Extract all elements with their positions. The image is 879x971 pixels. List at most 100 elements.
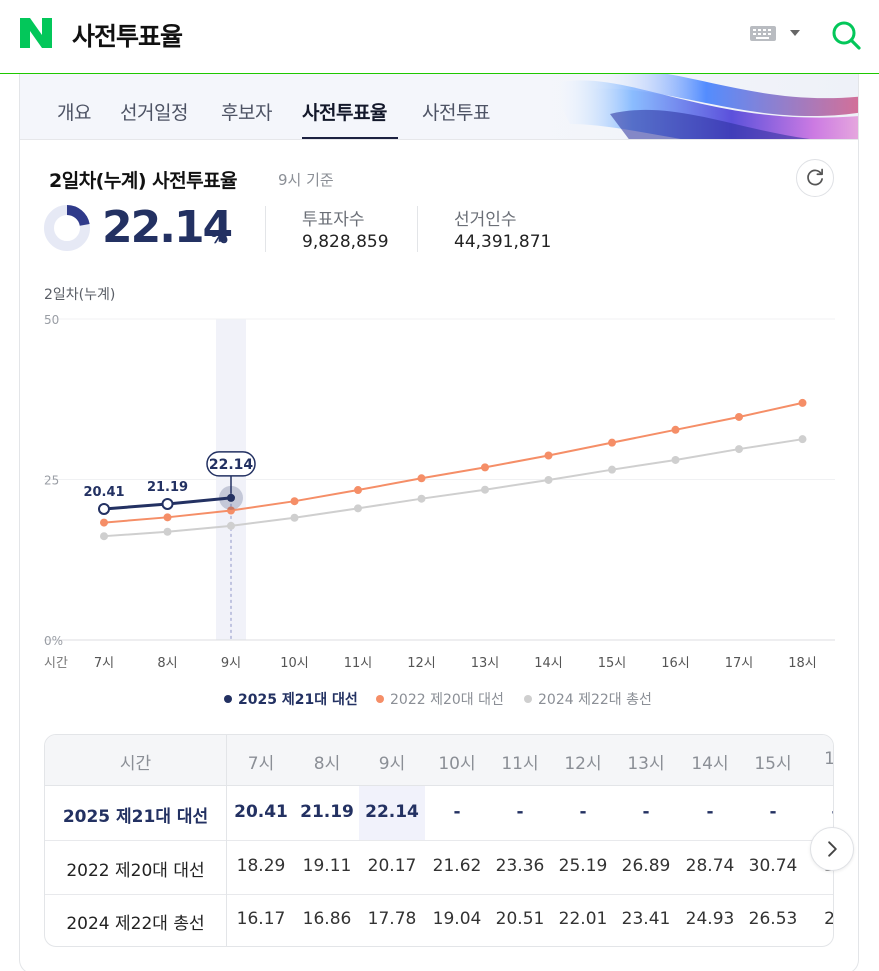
table-row-label: 2024 제22대 총선 [66, 914, 205, 934]
data-point [608, 438, 616, 447]
data-point [735, 445, 743, 454]
data-point [227, 493, 235, 502]
table-cell: - [706, 802, 714, 822]
legend-item-2025[interactable]: 2025 제21대 대선 [224, 689, 358, 709]
table-cell: 26.89 [621, 856, 671, 876]
data-point [798, 398, 807, 407]
tab-overview[interactable]: 개요 [57, 102, 91, 124]
table-header-cell: 14시 [691, 754, 729, 774]
tab-bar: 개요 선거일정 후보자 사전투표율 사전투표 [20, 74, 858, 140]
row-divider [45, 894, 833, 895]
data-label: 22.14 [209, 457, 254, 473]
section-title: 2일차(누계) 사전투표율 [49, 170, 238, 192]
data-point [354, 486, 362, 495]
data-point [100, 518, 108, 527]
data-label: 20.41 [83, 485, 124, 500]
table-cell: 17.78 [367, 909, 417, 929]
legend-dot [224, 695, 232, 703]
y-tick-label: 50 [44, 313, 59, 327]
data-point [227, 506, 235, 515]
data-point [544, 475, 553, 484]
x-tick-label: 8시 [157, 656, 177, 671]
data-point [735, 412, 743, 421]
table-cell: 23.41 [621, 909, 671, 929]
table-cell: 22.14 [365, 802, 419, 822]
callout-bubble [206, 451, 256, 477]
turnout-rate: 22.14 [102, 202, 233, 253]
table-cell: 23.36 [495, 856, 545, 876]
divider [265, 206, 266, 252]
chevron-down-icon[interactable] [790, 30, 800, 36]
table-cell: 20.41 [234, 802, 288, 822]
row-divider [45, 840, 833, 841]
x-tick-label: 15시 [598, 656, 627, 671]
legend-label: 2025 제21대 대선 [238, 692, 358, 708]
table-header-cell: 7시 [247, 754, 275, 774]
x-tick-label: 17시 [725, 656, 754, 671]
chart-title: 2일차(누계) [44, 287, 116, 303]
table-header-cell: 11시 [501, 754, 539, 774]
table-cell: 28 [824, 909, 834, 929]
page-title: 사전투표율 [72, 22, 183, 51]
data-label: 21.19 [147, 480, 188, 495]
data-point [417, 474, 426, 483]
data-point [481, 485, 489, 494]
table-cell: 24.93 [685, 909, 735, 929]
table-cell: 22.01 [558, 909, 608, 929]
tab-early-voting[interactable]: 사전투표 [422, 102, 490, 124]
x-tick-label: 16시 [661, 656, 690, 671]
legend-label: 2022 제20대 대선 [390, 692, 504, 708]
data-point [671, 455, 680, 464]
table-cell: 30.74 [748, 856, 798, 876]
active-tab-indicator [302, 137, 398, 139]
series-line [103, 438, 803, 538]
divider [417, 206, 418, 252]
highlight-column [359, 786, 425, 840]
as-of-time: 9시 기준 [278, 171, 334, 189]
table-cell: 18.29 [236, 856, 286, 876]
tab-early-turnout[interactable]: 사전투표율 [302, 102, 387, 124]
table-cell: 21.62 [432, 856, 482, 876]
data-point [100, 532, 108, 541]
table-cell: 16.86 [302, 909, 352, 929]
table-header-cell: 16 [824, 749, 834, 769]
x-tick-label: 11시 [344, 656, 373, 671]
x-tick-label: 10시 [280, 656, 309, 671]
data-point [481, 463, 489, 472]
top-header: 사전투표율 [0, 0, 879, 74]
data-point [290, 513, 299, 522]
table-cell: 19.04 [432, 909, 482, 929]
legend-item-2022[interactable]: 2022 제20대 대선 [376, 689, 504, 709]
table-header-cell: 8시 [313, 754, 341, 774]
x-tick-label: 14시 [534, 656, 563, 671]
table-cell: - [642, 802, 650, 822]
electors-value: 44,391,871 [454, 232, 552, 252]
turnout-donut-chart [44, 205, 90, 251]
turnout-table[interactable]: 시간 7시 8시 9시 10시 11시 12시 13시 14시 15시 16 2025 제21대 대선… [44, 734, 834, 947]
data-point [608, 465, 616, 474]
table-cell: - [453, 802, 461, 822]
table-cell: 26.53 [748, 909, 798, 929]
tab-schedule[interactable]: 선거일정 [120, 102, 188, 124]
data-point [227, 521, 235, 530]
tab-candidates[interactable]: 후보자 [221, 102, 272, 124]
keyboard-icon[interactable] [750, 26, 776, 41]
table-header-cell: 15시 [754, 754, 792, 774]
decorative-ribbon-image [550, 74, 858, 139]
turnout-line-chart: 50 25 0% 시간 7시 8시 9시 10시 11시 12시 13시 14시 15시 16시 17시 18… [44, 313, 835, 671]
data-point [163, 527, 172, 536]
search-icon[interactable] [830, 19, 862, 51]
x-tick-label: 18시 [788, 656, 817, 671]
turnout-donut-arc [44, 205, 90, 251]
naver-logo-icon[interactable] [20, 18, 52, 48]
turnout-card: 개요 선거일정 후보자 사전투표율 사전투표 2일차(누계) 사전투표율 9시 … [19, 74, 859, 971]
table-cell: 20.51 [495, 909, 545, 929]
series-line [103, 401, 803, 524]
chevron-right-icon[interactable] [810, 827, 854, 871]
data-point [290, 497, 299, 506]
refresh-icon[interactable] [796, 159, 834, 197]
legend-item-2024[interactable]: 2024 제22대 총선 [524, 689, 652, 709]
legend-label: 2024 제22대 총선 [538, 692, 652, 708]
table-cell: - [795, 802, 833, 822]
data-point [798, 435, 807, 444]
